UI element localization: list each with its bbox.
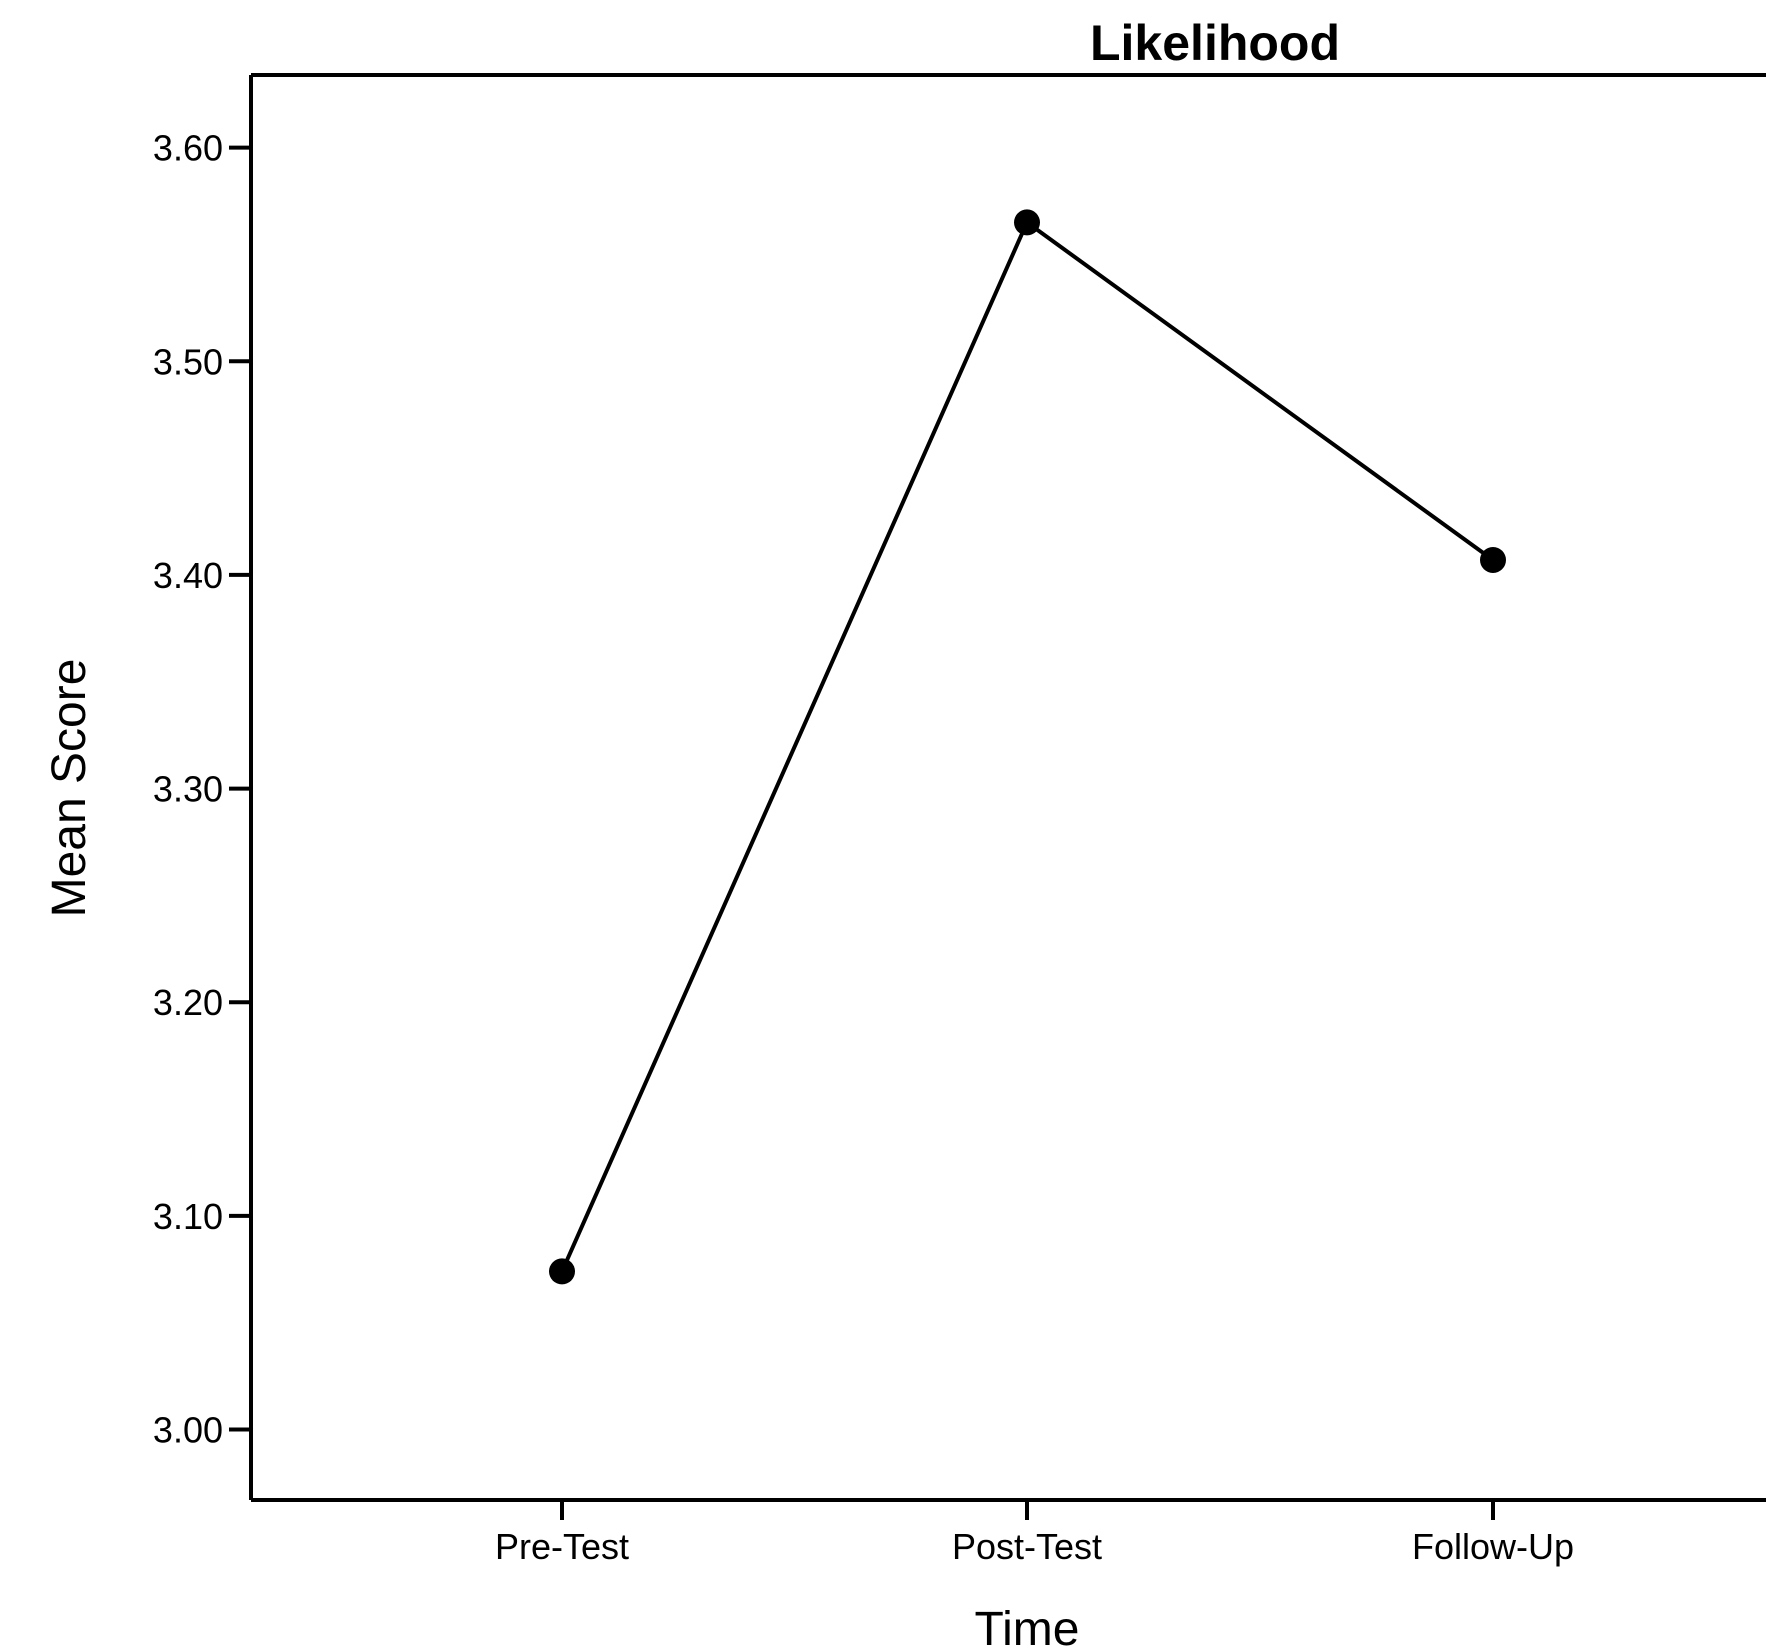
x-tick-label: Follow-Up [1412,1526,1574,1567]
x-tick-label: Pre-Test [495,1526,629,1567]
x-axis-label: Time [975,1603,1080,1651]
y-tick-label: 3.10 [153,1196,223,1237]
series-polyline [560,220,1495,1273]
y-tick-label: 3.00 [153,1409,223,1450]
chart-title: Likelihood [1090,15,1340,71]
y-axis-label: Mean Score [43,659,96,918]
y-tick-label: 3.50 [153,341,223,382]
series-line [549,209,1506,1285]
y-axis: 3.00 3.10 3.20 3.30 3.40 3.50 3.60 [153,128,251,1450]
plot-frame [249,73,1766,1502]
y-tick-label: 3.30 [153,769,223,810]
data-point-pre-test [549,1258,575,1285]
data-point-follow-up [1480,546,1506,573]
x-tick-label: Post-Test [952,1526,1102,1567]
y-tick-label: 3.40 [153,555,223,596]
y-tick-label: 3.60 [153,128,223,169]
x-axis: Pre-Test Post-Test Follow-Up [495,1500,1574,1567]
data-point-post-test [1014,209,1040,236]
y-tick-label: 3.20 [153,982,223,1023]
